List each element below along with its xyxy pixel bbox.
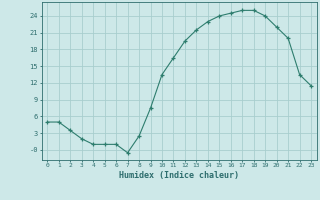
- X-axis label: Humidex (Indice chaleur): Humidex (Indice chaleur): [119, 171, 239, 180]
